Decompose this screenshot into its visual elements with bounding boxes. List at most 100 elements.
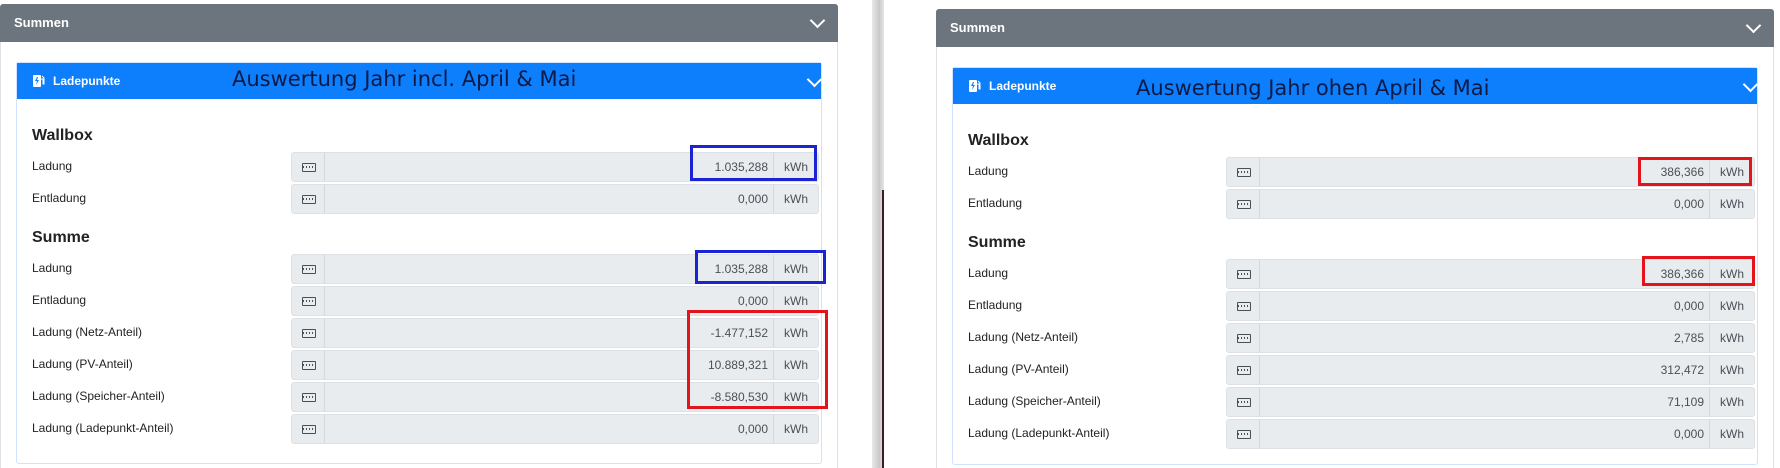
summe-entladung-value: 0,000	[1673, 299, 1704, 313]
keyboard-icon	[1237, 334, 1251, 343]
chevron-down-icon[interactable]	[809, 12, 826, 29]
keyboard-icon	[302, 163, 316, 172]
keyboard-icon-cell	[292, 185, 325, 213]
unit-label: kWh	[1709, 158, 1754, 186]
unit-label: kWh	[1709, 292, 1754, 320]
left-summen-header[interactable]: Summen	[0, 4, 838, 42]
left-summen-panel: Summen Ladepunkte Auswertung Jahr incl. …	[0, 4, 838, 468]
keyboard-icon-cell	[292, 415, 325, 443]
wallbox-ladung-field[interactable]: 386,366 kWh	[1226, 157, 1755, 187]
summe-ladung-field[interactable]: 1.035,288 kWh	[291, 254, 819, 284]
unit-label: kWh	[1709, 260, 1754, 288]
highlight-box-blue	[690, 145, 817, 181]
keyboard-icon	[1237, 430, 1251, 439]
keyboard-icon-cell	[1227, 292, 1260, 320]
unit-label: kWh	[1709, 324, 1754, 352]
keyboard-icon	[1237, 398, 1251, 407]
highlight-box-red	[687, 310, 828, 409]
unit-label: kWh	[1709, 420, 1754, 448]
highlight-box-red	[1638, 157, 1752, 186]
summe-netz-value: -1.477,152	[710, 326, 768, 340]
summe-netz-label: Ladung (Netz-Anteil)	[968, 330, 1079, 344]
ladepunkte-title: Ladepunkte	[53, 74, 121, 88]
summe-entladung-field[interactable]: 0,000 kWh	[1226, 291, 1755, 321]
keyboard-icon-cell	[292, 287, 325, 315]
keyboard-icon	[302, 195, 316, 204]
summe-ladung-label: Ladung	[968, 266, 1009, 280]
unit-label: kWh	[773, 153, 818, 181]
keyboard-icon-cell	[1227, 324, 1260, 352]
wallbox-entladung-value: 0,000	[737, 192, 768, 206]
summe-netz-field[interactable]: 2,785 kWh	[1226, 323, 1755, 353]
keyboard-icon	[302, 297, 316, 306]
ladepunkte-title: Ladepunkte	[989, 79, 1057, 93]
summe-pv-value: 312,472	[1660, 363, 1704, 377]
summe-netz-field[interactable]: -1.477,152 kWh	[291, 318, 819, 348]
summen-title: Summen	[950, 20, 1005, 35]
charging-station-icon	[33, 75, 45, 87]
summe-speicher-label: Ladung (Speicher-Anteil)	[32, 389, 165, 403]
keyboard-icon	[302, 393, 316, 402]
unit-label: kWh	[773, 319, 818, 347]
unit-label: kWh	[773, 287, 818, 315]
keyboard-icon-cell	[1227, 388, 1260, 416]
keyboard-icon	[302, 361, 316, 370]
keyboard-icon	[1237, 200, 1251, 209]
unit-label: kWh	[1709, 388, 1754, 416]
summe-entladung-label: Entladung	[968, 298, 1023, 312]
unit-label: kWh	[773, 383, 818, 411]
summen-body: Ladepunkte Auswertung Jahr incl. April &…	[0, 42, 838, 468]
summe-speicher-value: 71,109	[1667, 395, 1704, 409]
chevron-down-icon[interactable]	[1742, 76, 1759, 93]
summen-body: Ladepunkte Auswertung Jahr ohen April & …	[936, 47, 1774, 468]
summe-ladung-label: Ladung	[32, 261, 73, 275]
keyboard-icon-cell	[292, 383, 325, 411]
wallbox-ladung-value: 1.035,288	[714, 160, 768, 174]
summe-ladepunkt-value: 0,000	[737, 422, 768, 436]
keyboard-icon-cell	[1227, 356, 1260, 384]
summe-title: Summe	[968, 234, 1026, 251]
charging-station-icon	[969, 80, 981, 92]
keyboard-icon-cell	[1227, 158, 1260, 186]
summe-speicher-label: Ladung (Speicher-Anteil)	[968, 394, 1101, 408]
unit-label: kWh	[773, 185, 818, 213]
right-summen-panel: Summen Ladepunkte Auswertung Jahr ohen A…	[936, 9, 1774, 468]
keyboard-icon-cell	[292, 351, 325, 379]
chevron-down-icon[interactable]	[1745, 17, 1762, 34]
summe-ladepunkt-value: 0,000	[1673, 427, 1704, 441]
keyboard-icon	[302, 425, 316, 434]
highlight-box-blue	[695, 250, 826, 284]
summe-ladepunkt-field[interactable]: 0,000 kWh	[1226, 419, 1755, 449]
wallbox-ladung-label: Ladung	[32, 159, 73, 173]
summe-pv-field[interactable]: 10.889,321 kWh	[291, 350, 819, 380]
wallbox-entladung-value: 0,000	[1673, 197, 1704, 211]
keyboard-icon-cell	[1227, 420, 1260, 448]
summe-title: Summe	[32, 229, 90, 246]
ladepunkte-header[interactable]: Ladepunkte Auswertung Jahr incl. April &…	[17, 63, 823, 99]
summen-title: Summen	[14, 15, 69, 30]
wallbox-ladung-label: Ladung	[968, 164, 1009, 178]
wallbox-entladung-field[interactable]: 0,000 kWh	[291, 184, 819, 214]
summe-ladepunkt-label: Ladung (Ladepunkt-Anteil)	[968, 426, 1110, 440]
annotation-text: Auswertung Jahr ohen April & Mai	[1136, 76, 1490, 100]
wallbox-entladung-label: Entladung	[968, 196, 1023, 210]
summe-speicher-field[interactable]: 71,109 kWh	[1226, 387, 1755, 417]
keyboard-icon	[1237, 366, 1251, 375]
wallbox-entladung-field[interactable]: 0,000 kWh	[1226, 189, 1755, 219]
keyboard-icon-cell	[1227, 260, 1260, 288]
summe-pv-field[interactable]: 312,472 kWh	[1226, 355, 1755, 385]
summe-ladepunkt-label: Ladung (Ladepunkt-Anteil)	[32, 421, 174, 435]
keyboard-icon-cell	[1227, 190, 1260, 218]
chevron-down-icon[interactable]	[806, 71, 823, 88]
unit-label: kWh	[773, 351, 818, 379]
wallbox-ladung-field[interactable]: 1.035,288 kWh	[291, 152, 819, 182]
summe-ladepunkt-field[interactable]: 0,000 kWh	[291, 414, 819, 444]
right-summen-header[interactable]: Summen	[936, 9, 1774, 47]
window-divider	[872, 0, 884, 468]
ladepunkte-header[interactable]: Ladepunkte Auswertung Jahr ohen April & …	[953, 68, 1759, 104]
wallbox-ladung-value: 386,366	[1660, 165, 1704, 179]
keyboard-icon	[1237, 302, 1251, 311]
keyboard-icon-cell	[292, 255, 325, 283]
ladepunkte-card: Ladepunkte Auswertung Jahr incl. April &…	[16, 62, 823, 464]
summe-pv-value: 10.889,321	[707, 358, 768, 372]
